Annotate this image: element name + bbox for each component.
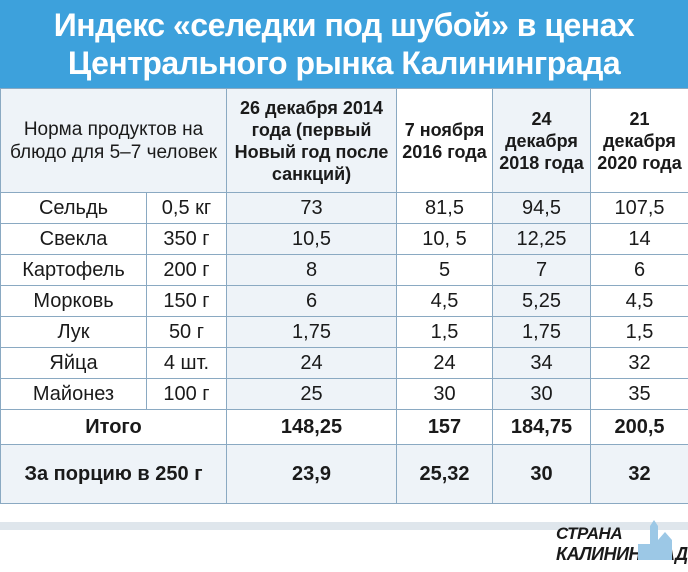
product-name: Лук [0, 316, 147, 348]
price-cell: 32 [590, 347, 688, 379]
price-cell: 1,75 [226, 316, 397, 348]
column-header: 26 декабря 2014 года (первый Новый год п… [226, 88, 397, 193]
product-name: Морковь [0, 285, 147, 317]
product-name: Свекла [0, 223, 147, 255]
table-row: Сельдь 0,5 кг 73 81,5 94,5 107,5 [0, 192, 688, 224]
price-cell: 5 [396, 254, 493, 286]
total-value: 184,75 [492, 409, 591, 445]
table-row: Свекла 350 г 10,5 10, 5 12,25 14 [0, 223, 688, 255]
price-cell: 73 [226, 192, 397, 224]
price-cell: 34 [492, 347, 591, 379]
product-amount: 350 г [146, 223, 227, 255]
price-cell: 7 [492, 254, 591, 286]
table-row: Морковь 150 г 6 4,5 5,25 4,5 [0, 285, 688, 317]
portion-value: 25,32 [396, 444, 493, 504]
product-name: Сельдь [0, 192, 147, 224]
product-name: Яйца [0, 347, 147, 379]
table-row: Яйца 4 шт. 24 24 34 32 [0, 347, 688, 379]
price-cell: 25 [226, 378, 397, 410]
column-header: 7 ноября 2016 года [396, 88, 493, 193]
price-cell: 6 [590, 254, 688, 286]
price-cell: 35 [590, 378, 688, 410]
price-cell: 1,5 [590, 316, 688, 348]
price-cell: 4,5 [396, 285, 493, 317]
portion-label: За порцию в 250 г [0, 444, 227, 504]
price-cell: 10, 5 [396, 223, 493, 255]
price-cell: 24 [396, 347, 493, 379]
total-value: 157 [396, 409, 493, 445]
price-cell: 14 [590, 223, 688, 255]
table-header-row: Норма продуктов на блюдо для 5–7 человек… [0, 88, 688, 193]
total-value: 200,5 [590, 409, 688, 445]
column-header: 24 декабря 2018 года [492, 88, 591, 193]
product-amount: 0,5 кг [146, 192, 227, 224]
total-label: Итого [0, 409, 227, 445]
table-row: Майонез 100 г 25 30 30 35 [0, 378, 688, 410]
title-line-1: Индекс «селедки под шубой» в ценах [53, 7, 635, 43]
product-amount: 150 г [146, 285, 227, 317]
price-cell: 94,5 [492, 192, 591, 224]
strana-kaliningrad-logo: СТРАНА КАЛИНИНГРАД [556, 520, 688, 568]
portion-value: 32 [590, 444, 688, 504]
price-cell: 107,5 [590, 192, 688, 224]
table-row: Лук 50 г 1,75 1,5 1,75 1,5 [0, 316, 688, 348]
logo-line-1: СТРАНА [556, 524, 623, 543]
product-amount: 100 г [146, 378, 227, 410]
product-amount: 200 г [146, 254, 227, 286]
product-amount: 4 шт. [146, 347, 227, 379]
total-value: 148,25 [226, 409, 397, 445]
price-table: Норма продуктов на блюдо для 5–7 человек… [0, 88, 688, 504]
price-cell: 12,25 [492, 223, 591, 255]
product-name: Майонез [0, 378, 147, 410]
title-line-2: Центрального рынка Калининграда [67, 45, 621, 81]
price-cell: 1,75 [492, 316, 591, 348]
price-cell: 5,25 [492, 285, 591, 317]
price-cell: 1,5 [396, 316, 493, 348]
price-cell: 4,5 [590, 285, 688, 317]
price-cell: 6 [226, 285, 397, 317]
price-cell: 8 [226, 254, 397, 286]
product-amount: 50 г [146, 316, 227, 348]
portion-row: За порцию в 250 г 23,9 25,32 30 32 [0, 444, 688, 504]
title-banner: Индекс «селедки под шубой» в ценах Центр… [0, 0, 688, 88]
product-name: Картофель [0, 254, 147, 286]
total-row: Итого 148,25 157 184,75 200,5 [0, 409, 688, 445]
price-cell: 30 [492, 378, 591, 410]
price-cell: 10,5 [226, 223, 397, 255]
portion-value: 23,9 [226, 444, 397, 504]
bottom-strip [0, 522, 688, 530]
price-cell: 81,5 [396, 192, 493, 224]
price-cell: 30 [396, 378, 493, 410]
portion-value: 30 [492, 444, 591, 504]
cathedral-icon [638, 520, 672, 560]
norm-header: Норма продуктов на блюдо для 5–7 человек [0, 88, 227, 193]
column-header: 21 декабря 2020 года [590, 88, 688, 193]
price-cell: 24 [226, 347, 397, 379]
